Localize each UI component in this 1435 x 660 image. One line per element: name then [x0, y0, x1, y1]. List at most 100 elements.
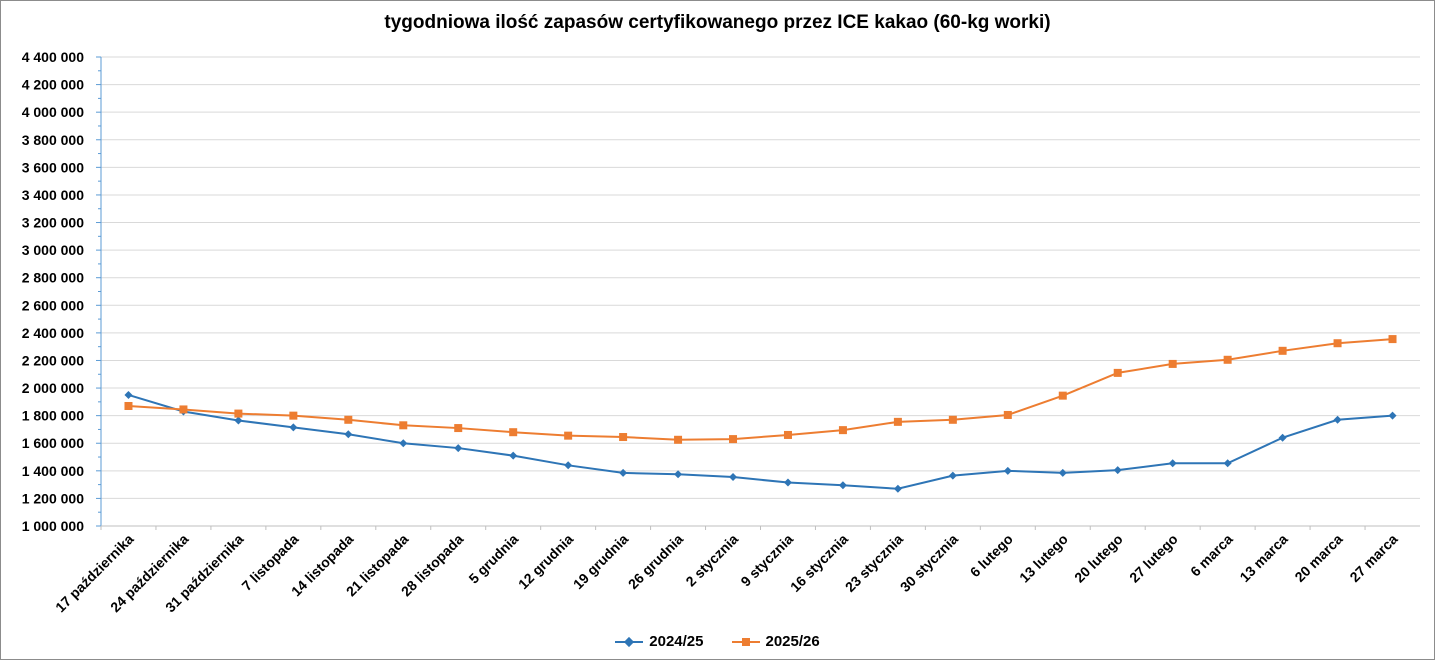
- data-point: [838, 426, 847, 435]
- data-point: [509, 428, 518, 437]
- x-tick-label: 30 stycznia: [897, 531, 961, 595]
- axes: [96, 56, 1420, 530]
- x-tick-label: 5 grudnia: [465, 531, 521, 587]
- data-point: [1113, 368, 1122, 377]
- x-tick-label: 13 marca: [1236, 531, 1290, 585]
- y-tick-label: 2 600 000: [22, 297, 84, 313]
- gridlines: [101, 56, 1420, 499]
- y-tick-label: 1 800 000: [22, 408, 84, 424]
- series-line: [128, 393, 1393, 490]
- data-point: [1388, 335, 1397, 344]
- legend-item-2024-25: 2024/25: [615, 633, 704, 650]
- data-point: [234, 416, 243, 425]
- y-tick-label: 3 000 000: [22, 242, 84, 258]
- data-point: [948, 415, 957, 424]
- data-point: [948, 471, 957, 480]
- x-tick-label: 9 stycznia: [737, 531, 796, 590]
- data-point: [729, 473, 738, 482]
- data-point: [344, 415, 353, 424]
- series-group: [124, 335, 1397, 493]
- data-point: [564, 431, 573, 440]
- legend-item-2025-26: 2025/26: [731, 633, 820, 650]
- x-tick-label: 19 grudnia: [570, 531, 632, 593]
- data-point: [1168, 359, 1177, 368]
- data-point: [1113, 466, 1122, 475]
- data-point: [1278, 433, 1287, 442]
- series-2024-25: [124, 390, 1397, 493]
- data-point: [1278, 346, 1287, 355]
- data-point: [124, 401, 133, 410]
- y-tick-label: 1 000 000: [22, 518, 84, 534]
- x-tick-label: 12 grudnia: [515, 531, 577, 593]
- data-point: [1388, 411, 1397, 420]
- legend-swatch-2024-25: [615, 636, 644, 648]
- y-tick-label: 3 800 000: [22, 132, 84, 148]
- data-point: [1333, 415, 1342, 424]
- x-tick-label: 20 lutego: [1071, 531, 1126, 586]
- data-point: [619, 468, 628, 477]
- data-point: [234, 409, 243, 418]
- y-tick-label: 2 200 000: [22, 352, 84, 368]
- y-tick-label: 2 000 000: [22, 380, 84, 396]
- x-tick-label: 20 marca: [1291, 531, 1345, 585]
- data-point: [399, 439, 408, 448]
- y-tick-label: 1 200 000: [22, 490, 84, 506]
- data-point: [838, 481, 847, 490]
- data-point: [179, 405, 188, 414]
- data-point: [1333, 339, 1342, 348]
- data-point: [729, 435, 738, 444]
- legend-label-2024-25: 2024/25: [649, 633, 704, 650]
- x-tick-label: 27 marca: [1346, 531, 1400, 585]
- data-point: [1168, 459, 1177, 468]
- data-point: [1223, 355, 1232, 364]
- x-tick-label: 16 stycznia: [787, 531, 851, 595]
- y-tick-label: 3 200 000: [22, 215, 84, 231]
- data-point: [454, 444, 463, 453]
- data-point: [1058, 391, 1067, 400]
- data-point: [1223, 459, 1232, 468]
- data-point: [893, 484, 902, 493]
- chart-title: tygodniowa ilość zapasów certyfikowanego…: [384, 12, 1051, 33]
- data-point: [1058, 468, 1067, 477]
- y-tick-label: 1 400 000: [22, 463, 84, 479]
- legend-swatch-2025-26: [731, 636, 760, 648]
- data-point: [289, 411, 298, 420]
- series-2025-26: [124, 335, 1397, 444]
- x-tick-label: 2 stycznia: [682, 531, 741, 590]
- data-point: [399, 421, 408, 430]
- x-tick-label: 13 lutego: [1016, 531, 1071, 586]
- data-point: [674, 435, 683, 444]
- y-tick-label: 2 400 000: [22, 325, 84, 341]
- data-point: [783, 430, 792, 439]
- data-point: [783, 478, 792, 487]
- y-tick-label: 3 400 000: [22, 187, 84, 203]
- data-point: [564, 461, 573, 470]
- data-point: [1003, 410, 1012, 419]
- y-tick-label: 2 800 000: [22, 270, 84, 286]
- data-point: [674, 470, 683, 479]
- x-tick-label: 26 grudnia: [625, 531, 687, 593]
- y-tick-label: 1 600 000: [22, 435, 84, 451]
- y-tick-label: 4 000 000: [22, 104, 84, 120]
- legend: 2024/25 2025/26: [0, 633, 1435, 650]
- y-axis-ticks: 1 000 000 1 200 000 1 400 000 1 600 000 1 80…: [22, 49, 84, 534]
- data-point: [893, 417, 902, 426]
- data-point: [1003, 466, 1012, 475]
- data-point: [124, 390, 133, 399]
- x-tick-label: 6 marca: [1187, 531, 1236, 580]
- legend-label-2025-26: 2025/26: [765, 633, 820, 650]
- data-point: [289, 423, 298, 432]
- x-tick-label: 23 stycznia: [842, 531, 906, 595]
- y-tick-label: 3 600 000: [22, 159, 84, 175]
- data-point: [509, 451, 518, 460]
- x-tick-label: 6 lutego: [967, 531, 1016, 580]
- data-point: [454, 424, 463, 433]
- series-line: [128, 338, 1393, 441]
- data-point: [344, 430, 353, 439]
- y-tick-label: 4 400 000: [22, 49, 84, 65]
- y-tick-label: 4 200 000: [22, 77, 84, 93]
- x-tick-label: 27 lutego: [1126, 531, 1181, 586]
- data-point: [619, 433, 628, 442]
